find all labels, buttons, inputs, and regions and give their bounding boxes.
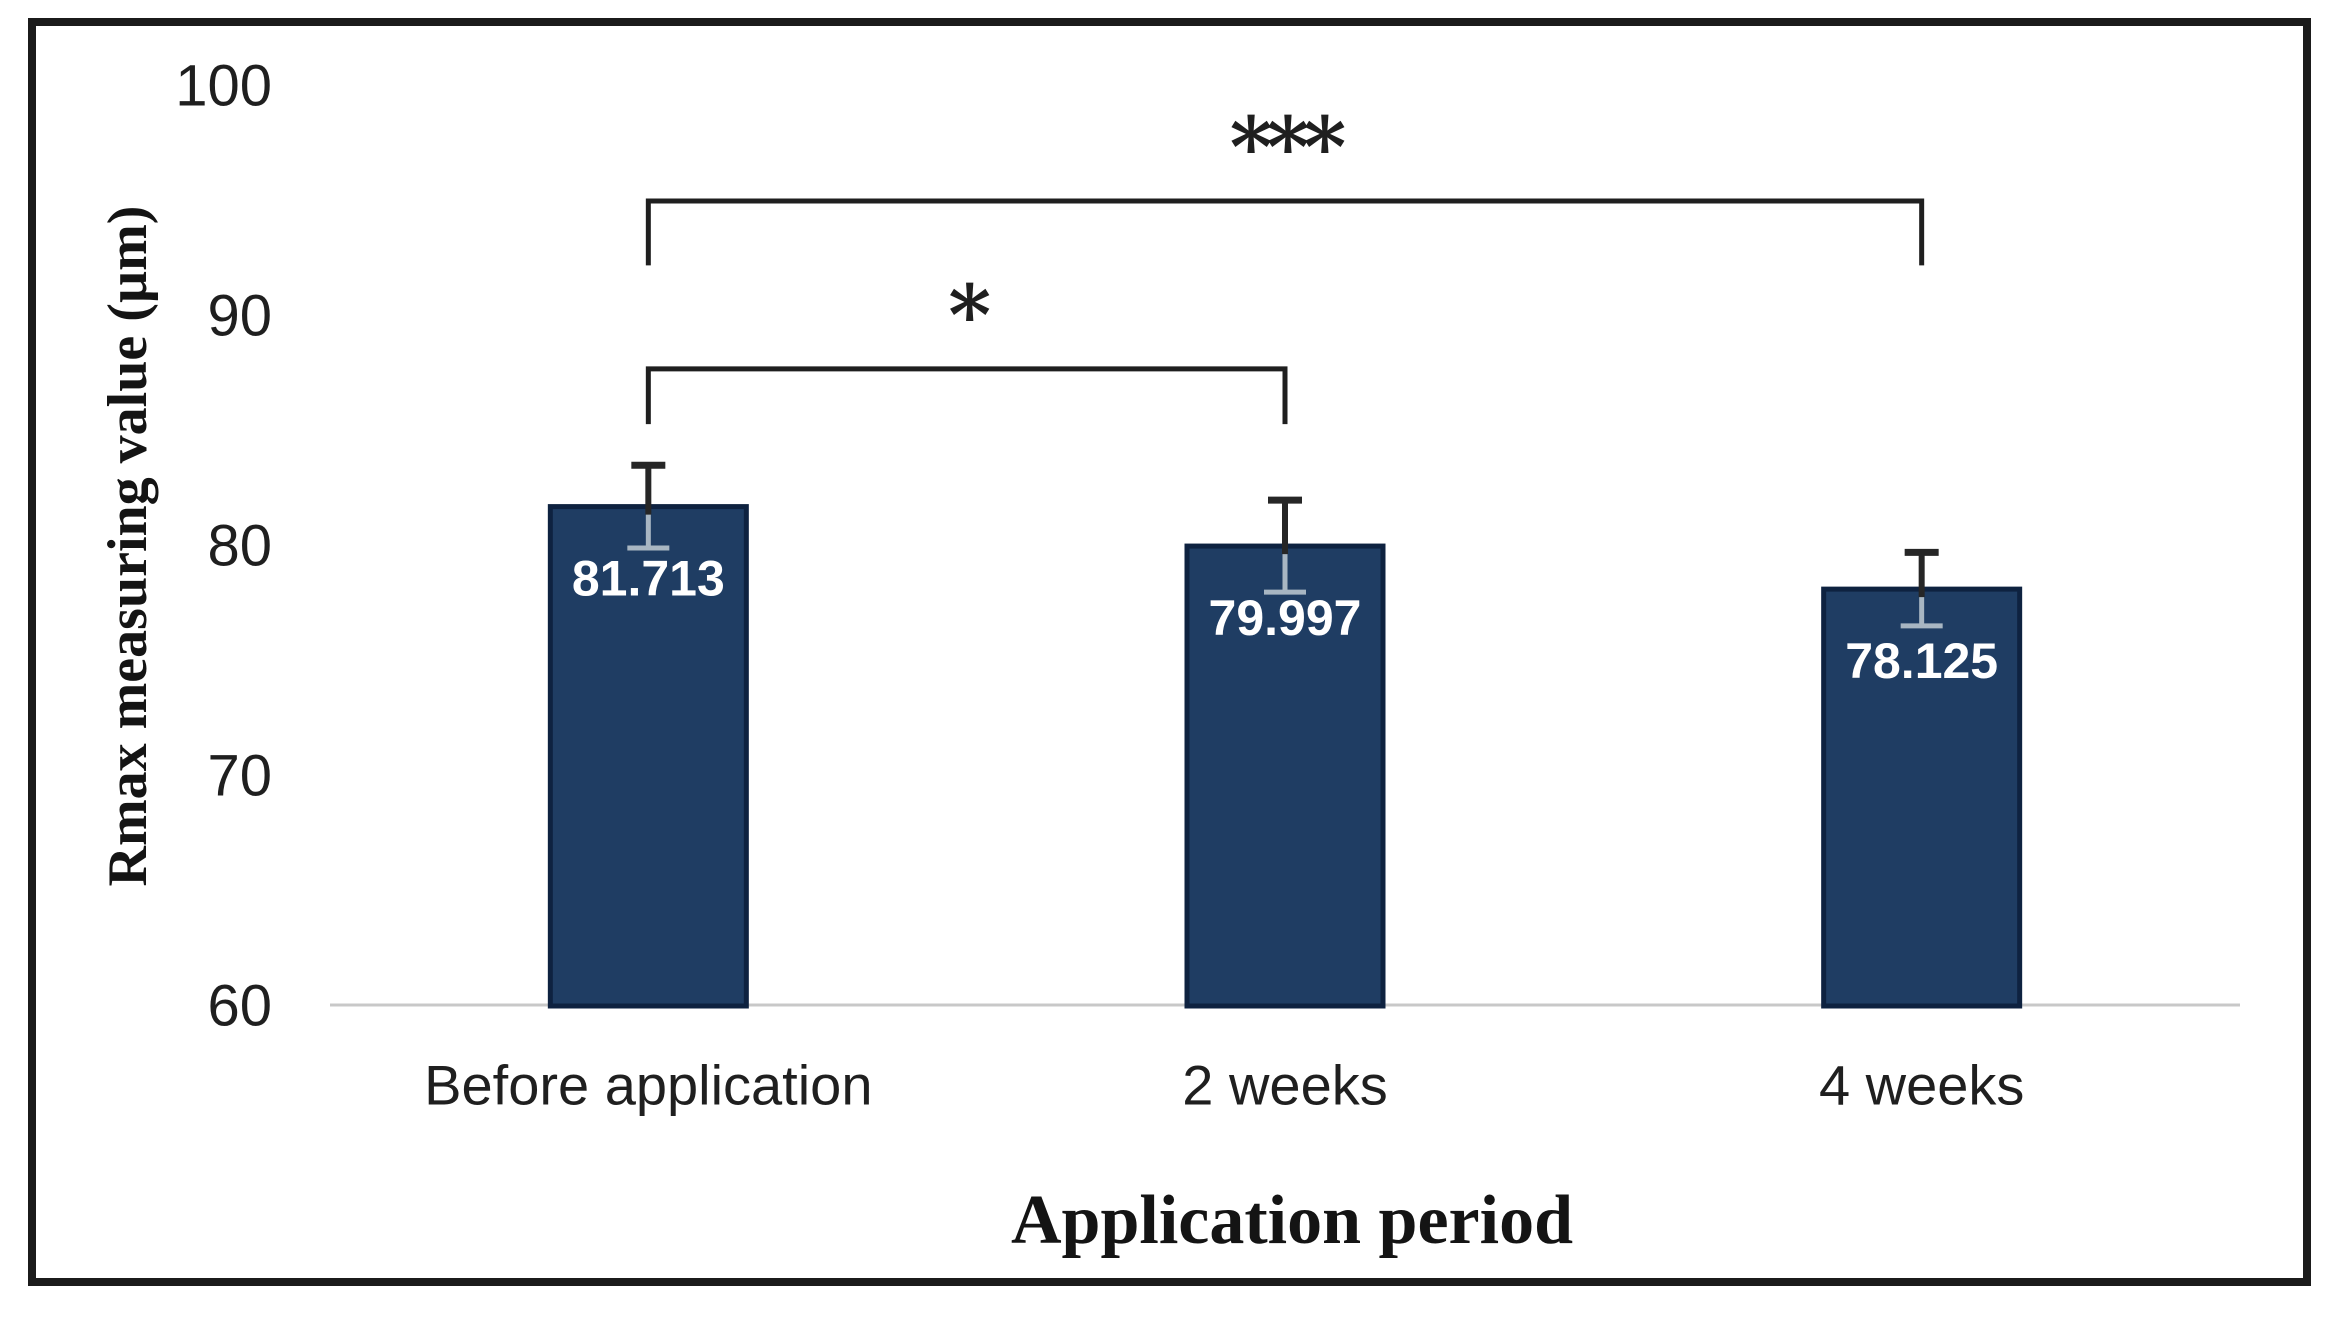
y-axis-tick-label: 70 — [207, 744, 272, 809]
bar-value-label: 78.125 — [1845, 633, 1998, 689]
category-label: 2 weeks — [1182, 1054, 1387, 1117]
bar-value-label: 79.997 — [1209, 590, 1362, 646]
bar — [547, 504, 749, 1009]
y-axis-tick-label: 90 — [207, 284, 272, 349]
x-axis-title: Application period — [1010, 1182, 1574, 1259]
significance-stars: *** — [1230, 100, 1346, 196]
category-label: 4 weeks — [1819, 1054, 2024, 1117]
y-axis-tick-label: 80 — [207, 514, 272, 579]
bar-value-label: 81.713 — [572, 551, 725, 607]
y-axis-tick-label: 60 — [207, 974, 272, 1039]
y-axis-title: Rmax measuring value (µm) — [97, 205, 159, 887]
category-label: Before application — [424, 1054, 872, 1117]
y-axis-tick-label: 100 — [175, 54, 272, 119]
significance-bracket — [645, 198, 1925, 266]
significance-bracket — [645, 366, 1288, 425]
bar — [1821, 586, 2023, 1009]
significance-stars: * — [948, 268, 990, 364]
